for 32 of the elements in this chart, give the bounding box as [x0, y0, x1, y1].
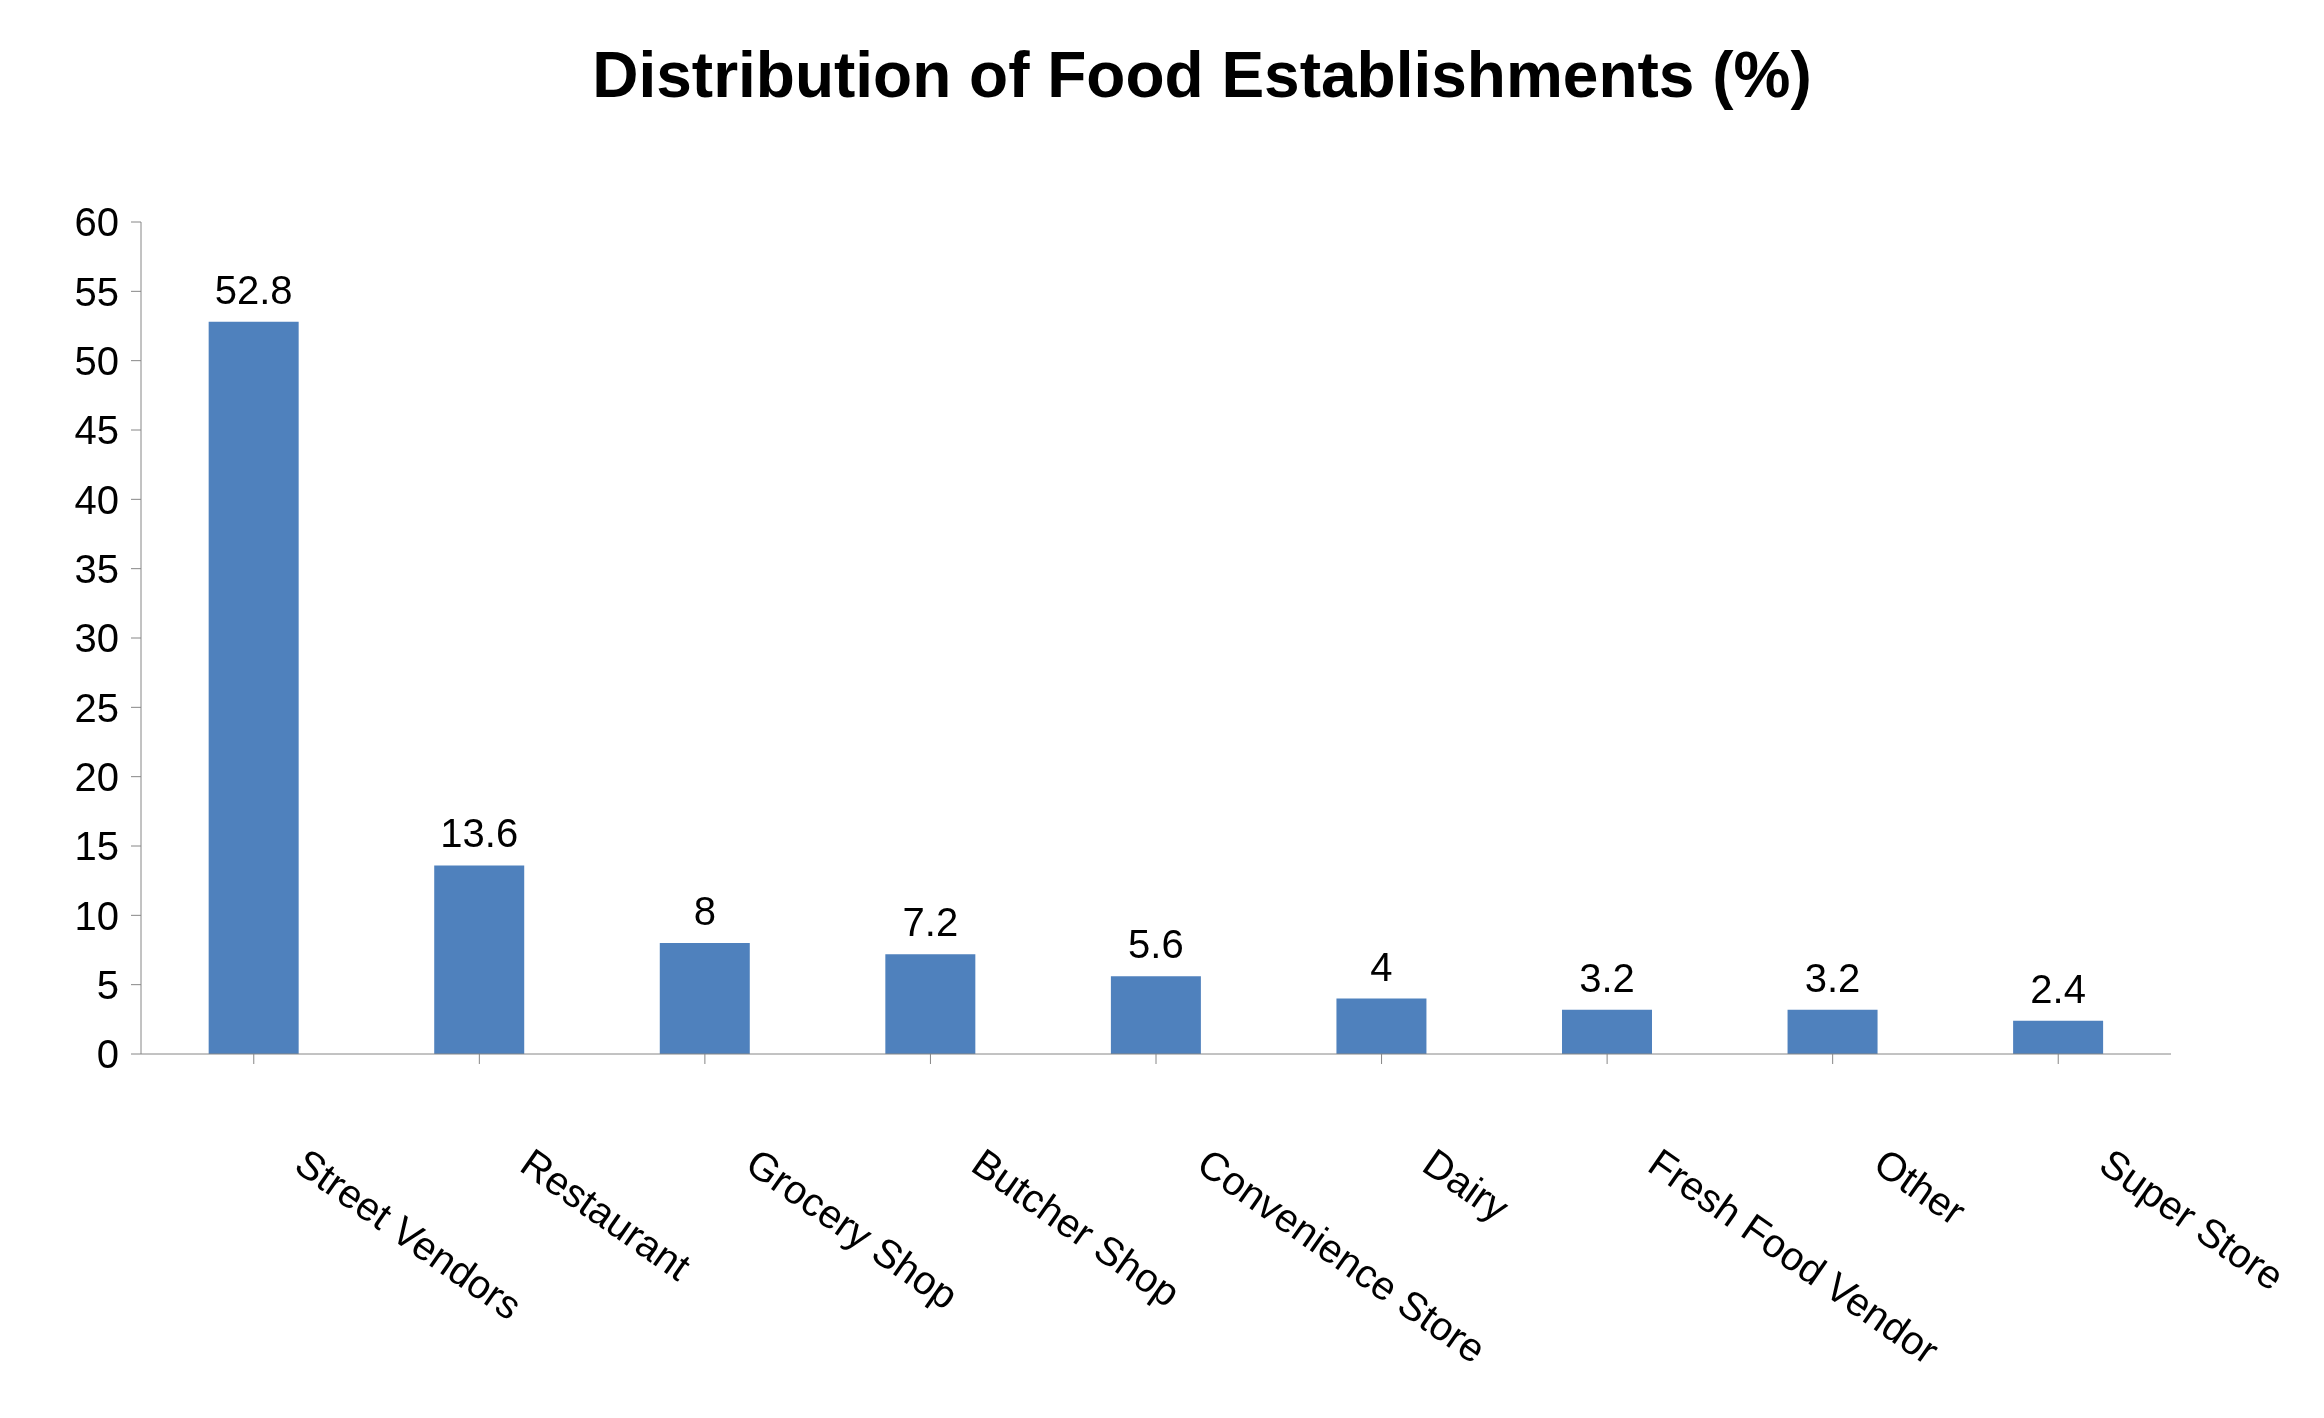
- data-label: 2.4: [2030, 966, 2086, 1011]
- bar: [1336, 998, 1427, 1054]
- y-tick-label: 35: [74, 546, 119, 591]
- bar: [1110, 976, 1201, 1054]
- y-tick-label: 40: [74, 477, 119, 522]
- bar: [2013, 1020, 2104, 1054]
- data-label: 3.2: [1804, 955, 1861, 1000]
- y-tick-label: 30: [74, 616, 119, 661]
- bar: [1787, 1009, 1878, 1054]
- data-label: 7.2: [902, 900, 959, 945]
- bar: [885, 954, 976, 1054]
- chart-title: Distribution of Food Establishments (%): [591, 38, 1813, 113]
- y-tick-label: 0: [96, 1032, 119, 1077]
- bar: [208, 321, 299, 1054]
- y-tick-label: 15: [74, 824, 119, 869]
- y-tick-label: 60: [74, 200, 119, 245]
- data-label: 5.6: [1128, 922, 1184, 967]
- bar: [1562, 1009, 1652, 1054]
- data-label: 52.8: [214, 267, 293, 312]
- y-tick-label: 45: [74, 408, 119, 453]
- y-tick-label: 5: [96, 962, 119, 1007]
- data-label: 3.2: [1579, 955, 1635, 1000]
- bar: [434, 865, 525, 1054]
- data-label: 13.6: [440, 811, 519, 856]
- bar: [659, 943, 750, 1054]
- y-tick-label: 55: [74, 269, 119, 314]
- y-tick-label: 10: [74, 893, 119, 938]
- data-label: 4: [1370, 944, 1393, 989]
- y-tick-label: 50: [74, 338, 119, 383]
- y-tick-label: 20: [74, 754, 119, 799]
- y-tick-label: 25: [74, 685, 119, 730]
- data-label: 8: [693, 889, 716, 934]
